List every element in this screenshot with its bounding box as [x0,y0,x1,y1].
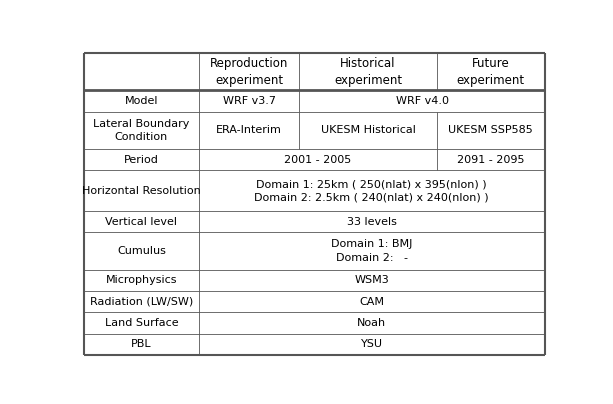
Text: Radiation (LW/SW): Radiation (LW/SW) [89,297,193,307]
Text: UKESM SSP585: UKESM SSP585 [448,125,533,135]
Text: Domain 1: 25km ( 250(nlat) x 395(nlon) )
Domain 2: 2.5km ( 240(nlat) x 240(nlon): Domain 1: 25km ( 250(nlat) x 395(nlon) )… [254,179,489,202]
Text: Noah: Noah [357,318,386,328]
Text: Land Surface: Land Surface [105,318,178,328]
Text: YSU: YSU [361,339,383,349]
Text: Model: Model [124,96,158,106]
Text: 33 levels: 33 levels [347,217,397,227]
Text: Domain 1: BMJ
Domain 2:   -: Domain 1: BMJ Domain 2: - [331,240,413,263]
Text: Historical
experiment: Historical experiment [334,57,402,87]
Text: WRF v3.7: WRF v3.7 [223,96,276,106]
Text: Vertical level: Vertical level [105,217,177,227]
Text: WSM3: WSM3 [354,276,389,285]
Text: Reproduction
experiment: Reproduction experiment [210,57,288,87]
Text: UKESM Historical: UKESM Historical [321,125,416,135]
Text: CAM: CAM [359,297,384,307]
Text: Future
experiment: Future experiment [457,57,525,87]
Text: ERA-Interim: ERA-Interim [216,125,282,135]
Text: Period: Period [124,155,159,165]
Text: PBL: PBL [131,339,151,349]
Text: 2091 - 2095: 2091 - 2095 [457,155,524,165]
Text: Horizontal Resolution: Horizontal Resolution [82,186,200,196]
Text: 2001 - 2005: 2001 - 2005 [284,155,351,165]
Text: Lateral Boundary
Condition: Lateral Boundary Condition [93,119,189,142]
Text: Cumulus: Cumulus [117,246,166,256]
Text: Microphysics: Microphysics [105,276,177,285]
Text: WRF v4.0: WRF v4.0 [395,96,449,106]
